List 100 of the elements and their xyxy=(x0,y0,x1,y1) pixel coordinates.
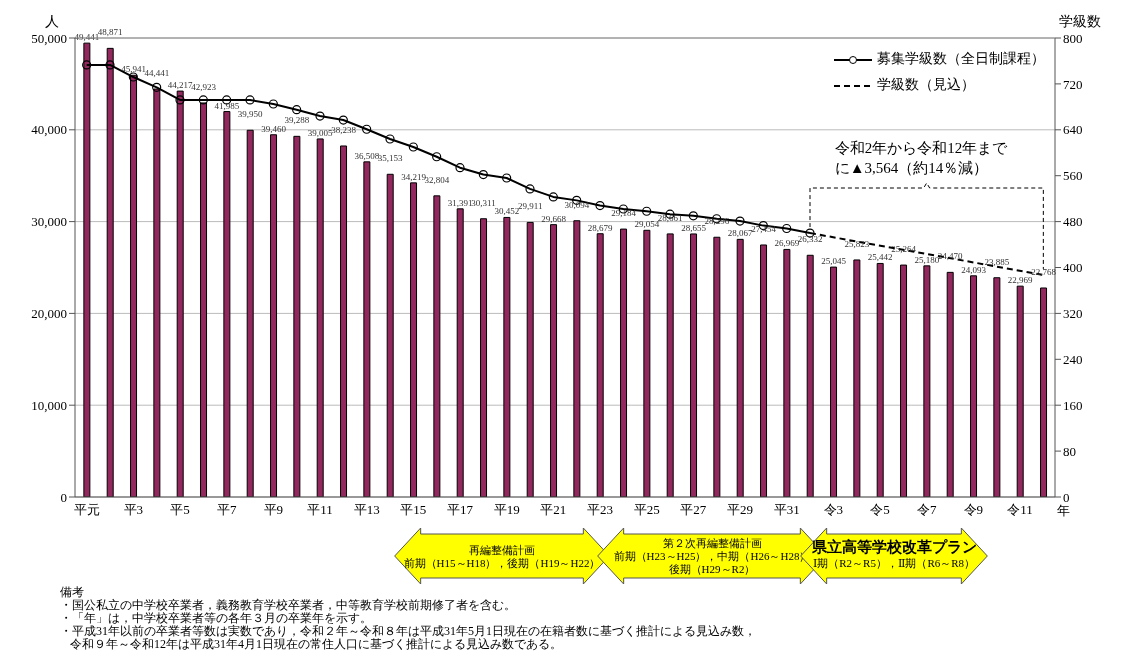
data-label: 38,238 xyxy=(331,124,357,135)
point xyxy=(385,134,395,144)
point xyxy=(128,72,138,82)
bar xyxy=(223,111,231,497)
x-tick-label: 平9 xyxy=(263,502,284,518)
bar xyxy=(923,265,931,497)
y2-tick-label: 240 xyxy=(1063,351,1083,367)
data-label: 44,441 xyxy=(144,68,170,79)
data-label: 29,184 xyxy=(611,208,637,219)
x-tick-label: 平19 xyxy=(493,502,520,518)
x-tick-label: 平29 xyxy=(727,502,753,518)
x-tick-label: 令5 xyxy=(870,502,890,518)
x-tick-label: 令3 xyxy=(823,502,844,518)
legend-label: 学級数（見込） xyxy=(876,76,976,94)
y2-tick-label: 320 xyxy=(1063,306,1083,322)
bar xyxy=(270,134,278,497)
bar xyxy=(550,224,558,497)
bar xyxy=(246,129,254,497)
data-label: 25,823 xyxy=(844,238,870,249)
x-tick-label: 平27 xyxy=(680,502,707,518)
y-tick-label: 50,000 xyxy=(31,30,67,46)
y-tick-label: 30,000 xyxy=(31,214,67,230)
data-label: 30,311 xyxy=(471,197,496,208)
x-tick-label: 平17 xyxy=(447,502,474,518)
bar xyxy=(643,229,651,497)
x-tick-label: 平3 xyxy=(123,502,144,518)
point xyxy=(245,95,255,105)
bar xyxy=(503,216,511,497)
bar xyxy=(783,248,791,497)
y-tick-label: 40,000 xyxy=(31,122,67,138)
bar xyxy=(620,228,628,497)
text: Ⅰ期（R2～R5），Ⅱ期（R6～R8） xyxy=(812,556,976,569)
y2-tick-label: 0 xyxy=(1063,489,1070,505)
data-label: 25,180 xyxy=(914,254,940,265)
bar xyxy=(876,262,884,497)
y-axis-title: 人 xyxy=(45,14,59,29)
point xyxy=(502,173,512,183)
bar xyxy=(900,264,908,497)
bar xyxy=(526,221,534,497)
y-tick-label: 10,000 xyxy=(31,397,67,413)
data-label: 25,442 xyxy=(867,252,893,263)
point xyxy=(525,184,535,194)
text: 備考 xyxy=(60,585,85,599)
x-tick-label: 平21 xyxy=(540,502,567,518)
data-label: 42,923 xyxy=(191,81,217,92)
y2-tick-label: 480 xyxy=(1063,214,1083,230)
x-tick-label: 令11 xyxy=(1007,502,1033,518)
data-label: 41,985 xyxy=(214,100,240,111)
point xyxy=(105,60,115,70)
text: 令和９年～令和12年は平成31年4月1日現在の常住人口に基づく推計による見込み数である。 xyxy=(69,637,562,651)
data-label: 26,969 xyxy=(774,238,800,249)
bar xyxy=(970,275,978,497)
point xyxy=(292,105,302,115)
x-tick-label: 平25 xyxy=(633,502,660,518)
bar xyxy=(433,195,441,497)
point xyxy=(478,169,488,180)
point xyxy=(408,142,418,152)
bar xyxy=(293,135,301,497)
legend-label: 募集学級数（全日制課程） xyxy=(876,50,1045,68)
text: 再編整備計画 xyxy=(469,543,535,556)
bar xyxy=(1016,285,1024,497)
point xyxy=(548,192,558,202)
point xyxy=(198,95,208,105)
point xyxy=(455,163,465,173)
bar xyxy=(316,138,324,497)
bar xyxy=(480,218,488,497)
bar xyxy=(760,244,768,497)
y-tick-label: 20,000 xyxy=(31,306,67,322)
y-tick-label: 0 xyxy=(60,489,67,505)
text: 県立高等学校改革プラン xyxy=(810,537,977,555)
bar xyxy=(596,233,604,497)
y2-tick-label: 720 xyxy=(1063,76,1083,92)
point xyxy=(595,200,605,211)
x-tick-label: 平11 xyxy=(307,502,333,518)
bar xyxy=(690,233,698,497)
point xyxy=(268,99,278,109)
bar xyxy=(666,233,674,497)
point xyxy=(432,152,442,162)
x-tick-label: 平5 xyxy=(170,502,190,518)
bar xyxy=(1040,287,1048,497)
y2-tick-label: 800 xyxy=(1063,30,1083,46)
point xyxy=(688,211,698,221)
x-tick-label: 令9 xyxy=(963,502,984,518)
bar xyxy=(853,259,861,497)
point xyxy=(82,60,92,70)
data-label: 24,093 xyxy=(961,264,987,275)
data-label: 45,941 xyxy=(121,64,146,75)
y2-axis-title: 学級数 xyxy=(1059,14,1101,29)
y2-tick-label: 80 xyxy=(1063,443,1076,459)
x-tick-label: 平15 xyxy=(400,502,427,518)
text: 後期（H29～R2） xyxy=(668,563,756,575)
x-tick-label: 令7 xyxy=(916,502,937,518)
data-label: 25,045 xyxy=(821,256,847,267)
point xyxy=(642,206,652,216)
bar xyxy=(830,266,838,497)
point xyxy=(338,115,348,125)
data-label: 39,950 xyxy=(237,109,264,120)
y2-tick-label: 400 xyxy=(1063,260,1083,276)
point xyxy=(362,124,372,134)
x-axis-title: 年 xyxy=(1057,503,1070,518)
